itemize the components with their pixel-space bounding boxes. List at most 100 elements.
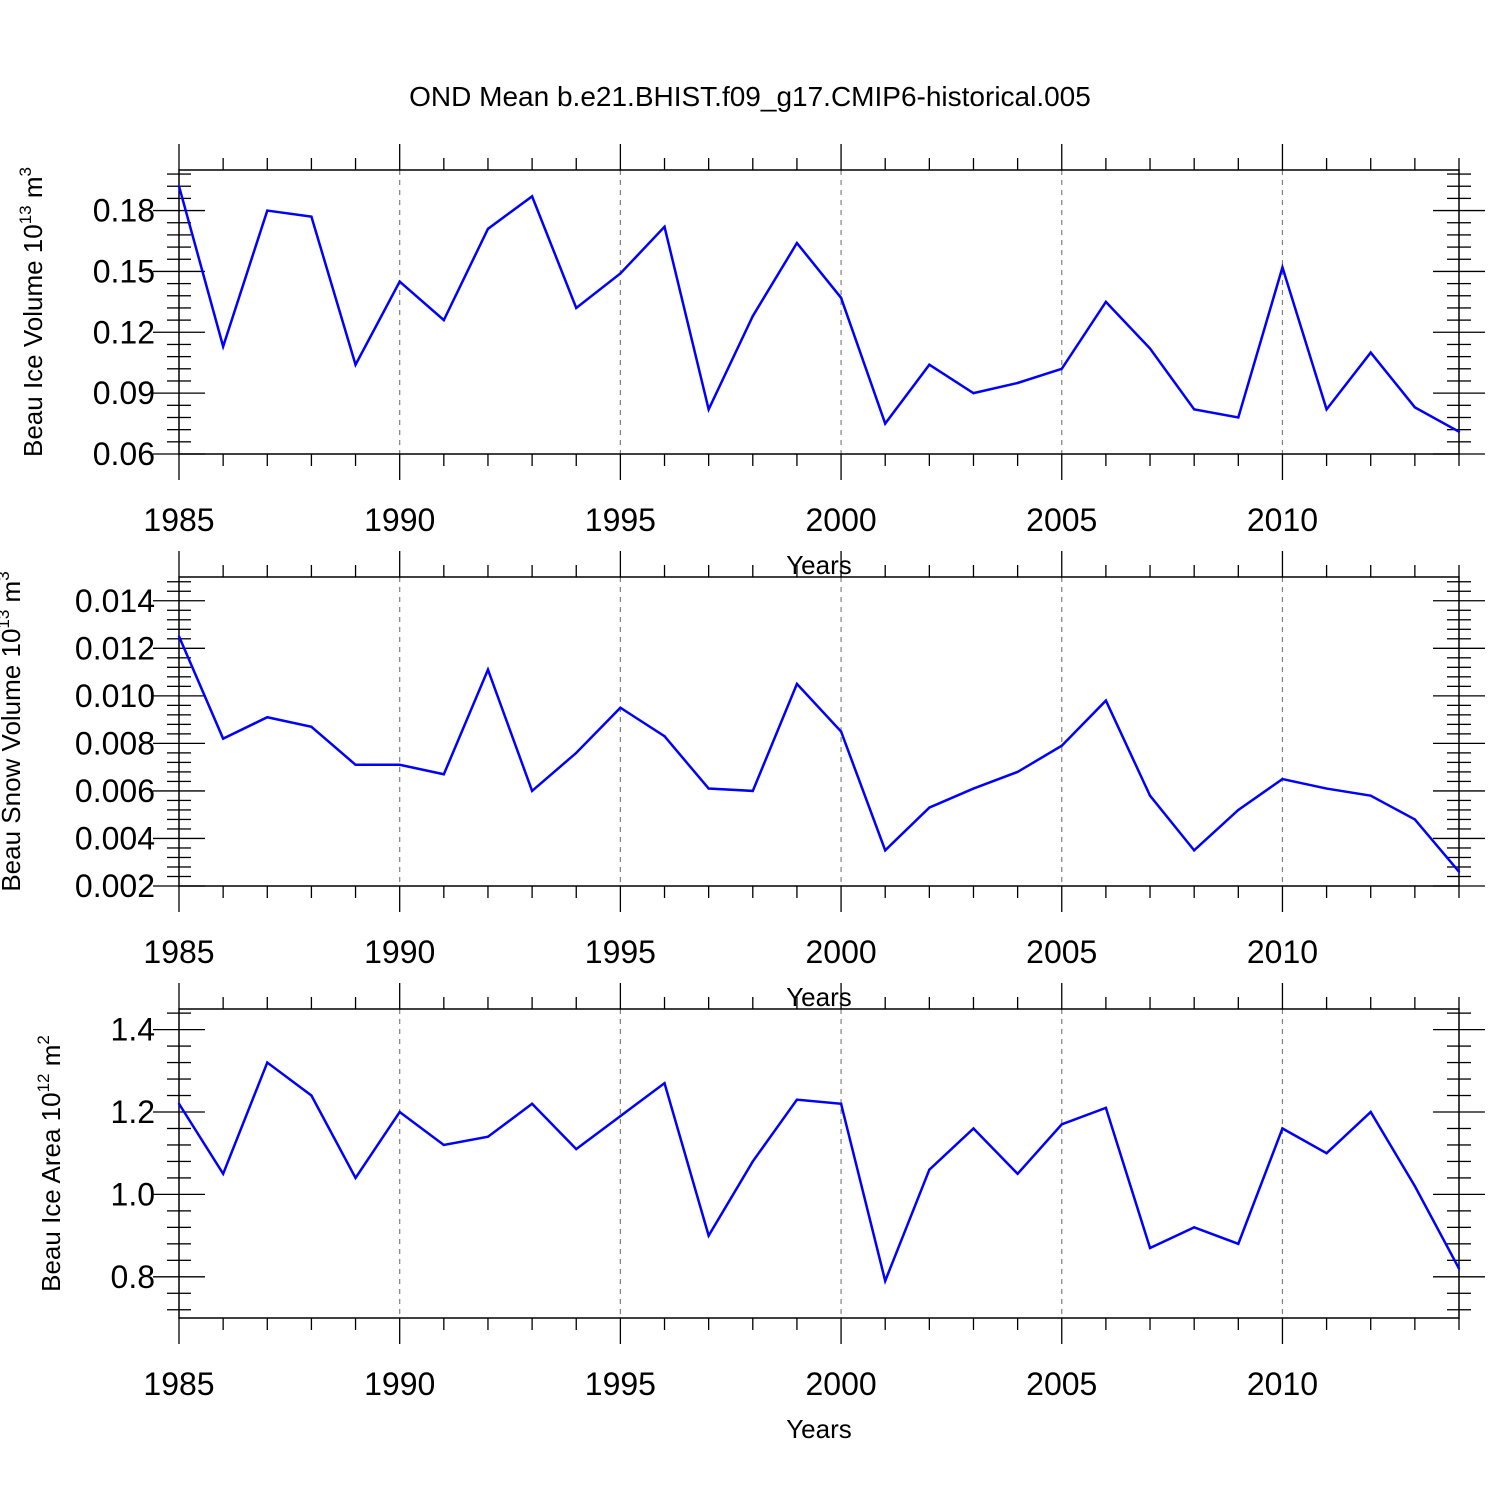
panel-2: 1985 1990 1995 2000 2005 2010 Years 0.002 0.004 0… <box>0 551 1485 1012</box>
data-point <box>221 1172 225 1176</box>
data-point <box>1060 367 1063 370</box>
data-point <box>1148 1246 1152 1250</box>
data-point <box>310 215 313 218</box>
data-point <box>310 725 313 728</box>
plot-frame <box>178 576 1460 887</box>
y-tick-label: 0.18 <box>93 193 155 229</box>
data-point <box>1413 1184 1417 1188</box>
data-point <box>1413 818 1417 821</box>
y-tick-label: 0.12 <box>93 314 155 350</box>
data-point <box>1016 1172 1019 1176</box>
y-tick-label: 1.2 <box>111 1094 155 1130</box>
data-point <box>972 391 975 395</box>
data-point <box>839 730 843 733</box>
data-point <box>1457 1267 1461 1270</box>
data-point <box>839 296 843 299</box>
x-tick-label: 1995 <box>585 1366 656 1402</box>
panel-1: 1985 1990 1995 2000 2005 2010 Years 0.06 0.09 0.1… <box>16 144 1485 580</box>
data-point <box>1457 870 1461 873</box>
data-point <box>1325 1152 1328 1155</box>
data-point <box>928 1168 931 1171</box>
data-point <box>707 1234 710 1237</box>
y-axis-label: Beau Ice Area 1012 m2 <box>34 1035 66 1292</box>
data-point <box>1192 1226 1196 1229</box>
x-tick-label: 1995 <box>585 934 656 970</box>
y-axis-label: Beau Snow Volume 1013 m3 <box>0 571 26 891</box>
data-point <box>1104 1106 1108 1110</box>
y-tick-label: 0.004 <box>75 820 155 856</box>
data-point <box>398 763 401 766</box>
series-line-1 <box>177 185 1460 433</box>
x-tick-label: 2010 <box>1247 1366 1318 1402</box>
data-point <box>1237 808 1240 812</box>
data-point <box>707 408 710 411</box>
x-tick-label: 2000 <box>805 934 876 970</box>
x-tick-label: 1985 <box>143 934 214 970</box>
panel-3: 1985 1990 1995 2000 2005 2010 Years 0.8 1.0 1.2 1.… <box>34 983 1485 1444</box>
data-point <box>442 318 446 322</box>
x-tick-label: 2000 <box>805 1366 876 1402</box>
data-point <box>884 1279 887 1283</box>
x-tick-label: 1990 <box>364 934 435 970</box>
data-point <box>1369 1110 1372 1114</box>
y-tick-label: 0.010 <box>75 678 155 714</box>
x-tick-label: 2010 <box>1247 934 1318 970</box>
data-point <box>310 1094 313 1097</box>
data-point <box>1060 1123 1063 1126</box>
data-point <box>1369 794 1372 797</box>
data-point <box>266 1061 269 1064</box>
figure-title: OND Mean b.e21.BHIST.f09_g17.CMIP6-histo… <box>409 81 1091 112</box>
data-point <box>1237 416 1240 419</box>
data-point <box>575 306 578 310</box>
data-point <box>884 422 887 425</box>
data-point <box>1457 430 1461 433</box>
data-point <box>442 1143 446 1147</box>
data-point <box>354 1176 357 1180</box>
x-tick-label: 1985 <box>143 1366 214 1402</box>
data-point <box>1237 1242 1240 1246</box>
data-point <box>1192 849 1196 852</box>
data-point <box>751 1160 754 1163</box>
plot-frame <box>178 1008 1460 1319</box>
y-tick-label: 0.8 <box>111 1259 155 1295</box>
series-line-1 <box>177 1060 1461 1285</box>
data-point <box>795 682 799 686</box>
data-point <box>177 185 181 188</box>
data-point <box>266 209 269 212</box>
data-point <box>663 1081 666 1085</box>
y-tick-label: 0.006 <box>75 773 155 809</box>
data-point <box>884 849 887 852</box>
data-point <box>751 314 754 318</box>
data-point <box>928 363 931 366</box>
data-point <box>839 1102 843 1105</box>
y-tick-label: 0.008 <box>75 725 155 761</box>
data-point <box>575 1147 578 1151</box>
y-tick-label: 1.4 <box>111 1012 155 1048</box>
data-point <box>1413 406 1417 409</box>
data-point <box>221 737 225 740</box>
data-point <box>221 345 225 348</box>
data-point <box>266 716 269 719</box>
data-point <box>707 787 710 790</box>
data-point <box>619 272 622 275</box>
data-point <box>972 787 975 790</box>
x-tick-label: 1995 <box>585 502 656 538</box>
y-tick-label: 0.09 <box>93 375 155 411</box>
data-point <box>1192 408 1196 411</box>
data-point <box>1104 300 1108 304</box>
data-point <box>1016 770 1019 774</box>
data-point <box>1104 699 1108 702</box>
x-axis-label: Years <box>786 550 852 580</box>
series-line-1 <box>177 635 1460 873</box>
data-point <box>530 195 534 198</box>
data-point <box>354 363 357 366</box>
y-tick-label: 0.002 <box>75 868 155 904</box>
x-tick-label: 1990 <box>364 1366 435 1402</box>
y-tick-label: 0.012 <box>75 630 155 666</box>
data-point <box>530 1102 534 1105</box>
data-point <box>619 706 622 709</box>
x-tick-label: 2005 <box>1026 934 1097 970</box>
x-tick-label: 2005 <box>1026 1366 1097 1402</box>
x-axis-label: Years <box>786 982 852 1012</box>
data-point <box>530 789 534 793</box>
